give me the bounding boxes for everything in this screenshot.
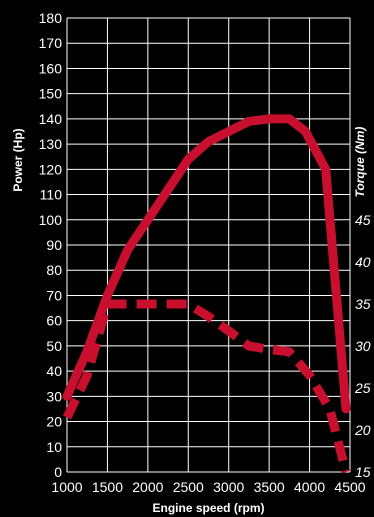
left-axis-ticks: 0 10 20 30 40 50 60 70 80 90 100 110 120 130 140 150 160… — [39, 10, 63, 480]
y-tick-label: 180 — [39, 10, 63, 26]
y-tick-label: 110 — [40, 187, 63, 203]
x-tick-label: 3500 — [254, 479, 285, 495]
y-tick-label: 90 — [46, 237, 62, 253]
y-tick-label: 80 — [46, 262, 62, 278]
y-tick-label: 70 — [46, 287, 62, 303]
y2-tick-label: 35 — [355, 296, 371, 312]
y-tick-label: 50 — [46, 338, 62, 354]
y-tick-label: 10 — [46, 439, 62, 455]
y-tick-label: 160 — [39, 60, 63, 76]
series-group — [62, 114, 351, 474]
y2-tick-label: 45 — [355, 212, 371, 228]
y-tick-label: 20 — [46, 414, 62, 430]
y2-tick-label: 15 — [355, 464, 371, 480]
x-tick-label: 1500 — [92, 479, 123, 495]
y2-tick-label: 40 — [355, 254, 371, 270]
grid-lines — [66, 17, 351, 473]
y-tick-label: 170 — [39, 35, 63, 51]
y2-tick-label: 30 — [355, 338, 371, 354]
y-tick-label: 60 — [46, 313, 62, 329]
x-tick-label: 4000 — [294, 479, 325, 495]
y-tick-label: 0 — [54, 464, 62, 480]
y-tick-label: 30 — [46, 388, 62, 404]
x-axis-ticks: 1000 1500 2000 2500 3000 3500 4000 4500 — [51, 479, 365, 495]
y2-tick-label: 20 — [354, 422, 371, 438]
y-tick-label: 120 — [39, 161, 63, 177]
y-axis-title: Power (Hp) — [11, 128, 25, 191]
x-tick-label: 2500 — [173, 479, 204, 495]
x-tick-label: 3000 — [213, 479, 244, 495]
power-curve — [62, 114, 351, 414]
y-tick-label: 150 — [39, 86, 63, 102]
right-axis-ticks: 15 20 25 30 35 40 45 — [354, 212, 371, 480]
x-tick-label: 4500 — [334, 479, 365, 495]
y-tick-label: 140 — [39, 111, 63, 127]
x-tick-label: 1000 — [51, 479, 82, 495]
y2-axis-title: Torque (Nm) — [353, 127, 367, 198]
y-tick-label: 40 — [46, 363, 62, 379]
y2-tick-label: 25 — [354, 380, 371, 396]
x-tick-label: 2000 — [132, 479, 163, 495]
torque-curve — [62, 299, 351, 474]
y-tick-label: 130 — [39, 136, 63, 152]
y-tick-label: 100 — [39, 212, 63, 228]
x-axis-title: Engine speed (rpm) — [152, 501, 264, 515]
